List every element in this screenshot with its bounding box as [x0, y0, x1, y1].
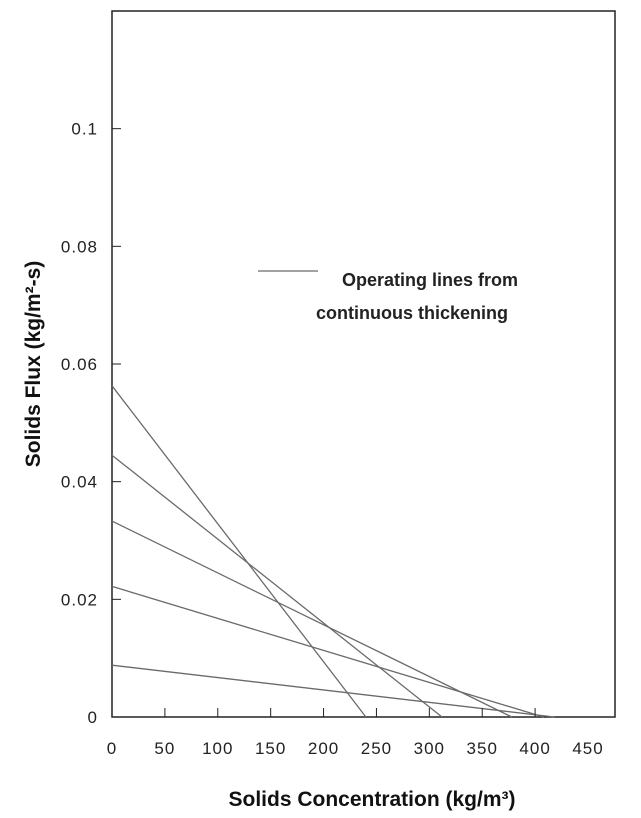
y-tick-label: 0.02 [61, 590, 98, 609]
operating-line-4 [111, 585, 544, 718]
y-axis-ticks: 0 0.02 0.04 0.06 0.08 0.1 [61, 120, 121, 727]
legend: Operating lines from continuous thickeni… [258, 270, 518, 323]
operating-line-3 [111, 520, 513, 718]
y-tick-label: 0.1 [71, 120, 98, 139]
x-tick-label: 150 [255, 739, 286, 758]
operating-line-1 [111, 385, 367, 718]
operating-line-2 [111, 454, 443, 718]
operating-line-5 [111, 664, 555, 718]
plot-frame [111, 10, 616, 718]
x-axis-label: Solids Concentration (kg/m³) [228, 788, 515, 811]
x-tick-label: 250 [361, 739, 392, 758]
x-axis-ticks: 0 50 100 150 200 250 300 350 400 450 [107, 708, 603, 758]
y-axis-label: Solids Flux (kg/m²-s) [22, 261, 45, 468]
legend-line-1: Operating lines from [342, 270, 518, 290]
x-tick-label: 300 [414, 739, 445, 758]
x-tick-label: 100 [202, 739, 233, 758]
legend-line-2: continuous thickening [316, 303, 508, 323]
series-layer [111, 385, 555, 718]
x-tick-label: 450 [572, 739, 603, 758]
y-tick-label: 0.04 [61, 473, 98, 492]
x-tick-label: 400 [519, 739, 550, 758]
x-tick-label: 200 [308, 739, 339, 758]
y-tick-label: 0.06 [61, 355, 98, 374]
x-tick-label: 0 [107, 739, 117, 758]
x-tick-label: 50 [154, 739, 175, 758]
x-tick-label: 350 [467, 739, 498, 758]
y-tick-label: 0.08 [61, 237, 98, 256]
y-tick-label: 0 [88, 708, 98, 727]
